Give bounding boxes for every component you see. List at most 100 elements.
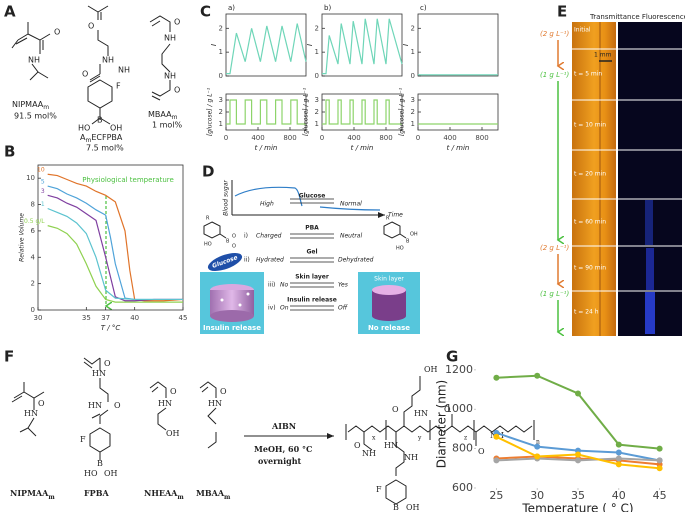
series-label: 10 <box>37 167 45 174</box>
row-title: Skin layer <box>295 274 329 281</box>
time-label: Initial <box>574 27 591 34</box>
condition: AIBN <box>271 421 296 431</box>
y-tick-label: 10 <box>26 174 35 182</box>
x-tick-label: 25 <box>489 489 503 502</box>
point <box>615 461 622 468</box>
label: High <box>260 201 274 208</box>
atom: F <box>376 485 382 494</box>
x-tick-label: 30 <box>34 314 43 322</box>
subscript: m <box>224 494 231 501</box>
panel-label: F <box>4 348 14 366</box>
gel-bottom <box>372 311 406 321</box>
chart-title: c) <box>420 4 427 12</box>
transmittance-image <box>572 22 616 336</box>
row-title: Insulin release <box>287 297 337 304</box>
time-label: t = 90 min <box>574 265 606 272</box>
y-tick-label: 1000 <box>445 402 473 415</box>
x-tick-label: 400 <box>251 134 264 142</box>
point <box>615 449 622 456</box>
panel-label: C <box>200 3 211 21</box>
y-axis-label: I <box>306 44 314 46</box>
y-tick-label: 0 <box>315 72 319 80</box>
monomer-amount: 1 mol% <box>152 121 183 130</box>
concentration: (1 g L⁻¹) <box>540 290 569 298</box>
insulin <box>238 303 242 307</box>
time-label: t = 60 min <box>574 219 606 226</box>
y-tick-label: 1 <box>315 120 319 128</box>
y-axis-label: [glucose] / g L⁻¹ <box>207 87 214 136</box>
atom: NH <box>118 66 130 75</box>
atom: O <box>54 28 60 37</box>
point <box>534 443 541 450</box>
x-tick-label: 800 <box>283 134 296 142</box>
y-axis-label: Diameter (nm) <box>435 380 449 469</box>
label: Normal <box>340 201 362 208</box>
fluorescence-signal <box>646 248 654 290</box>
index: n <box>536 439 540 446</box>
series-line <box>47 173 184 302</box>
atom: HO <box>84 469 98 478</box>
series-line <box>322 99 402 125</box>
atom: O <box>88 22 94 31</box>
atom: O <box>104 359 111 368</box>
x-tick-label: 45 <box>653 489 667 502</box>
row-separators <box>572 22 682 336</box>
fluorescence-signal <box>645 200 653 245</box>
series-line <box>47 194 183 302</box>
y-axis-label: I <box>210 44 218 46</box>
series-line <box>322 18 403 75</box>
atom: NH <box>102 56 114 65</box>
box-label: No release <box>368 324 410 332</box>
y-tick-label: 1 <box>219 48 223 56</box>
y-tick-label: 1 <box>411 48 415 56</box>
subscript: m <box>177 494 184 501</box>
point <box>656 457 663 464</box>
panel-d: Blood sugar Time High Glucose Normal PBA… <box>200 180 420 334</box>
series-line <box>226 99 306 125</box>
monomer-name: NHEAA <box>144 488 178 498</box>
monomer-name: NIPMAA <box>10 488 49 498</box>
row-title: Gel <box>306 249 317 256</box>
scale-label: 1 mm <box>594 52 612 59</box>
row-title: PBA <box>305 225 319 232</box>
y-tick-label: 2 <box>31 280 35 288</box>
axis-label: Time <box>388 212 403 219</box>
y-tick-label: 2 <box>219 24 223 32</box>
atom: HN <box>208 399 222 408</box>
atom: O <box>170 387 177 396</box>
atom: HN <box>384 441 398 450</box>
panel-e: Transmittance Fluorescence 1 mm Initial … <box>540 13 685 336</box>
point <box>575 451 581 458</box>
atom: O <box>114 401 121 410</box>
y-axis-label: [glucose] / g L⁻¹ <box>303 87 310 136</box>
x-axis-label: Temperature ( ° C) <box>521 502 633 512</box>
subscript: m <box>172 114 178 121</box>
index: y <box>417 435 422 442</box>
plot-frame <box>417 13 499 77</box>
insulin <box>246 292 250 296</box>
monomer-label: FPBA <box>84 488 109 498</box>
series-label: 5 <box>41 179 45 186</box>
atom: O <box>392 405 399 414</box>
atom: R <box>206 216 210 222</box>
y-tick-label: 1 <box>411 120 415 128</box>
x-tick-label: 0 <box>416 134 420 142</box>
row-num: iii) <box>268 282 275 289</box>
subscript: m <box>85 137 91 144</box>
monomer-label: NHEAAm <box>144 488 184 501</box>
row-left: Charged <box>256 233 282 240</box>
row-right: Off <box>338 305 348 312</box>
y-tick-label: 6 <box>31 227 36 235</box>
x-tick-label: 400 <box>347 134 360 142</box>
x-axis-label: t / min <box>255 144 278 152</box>
sugar-curve <box>234 186 303 207</box>
glucose-ellipse <box>207 252 243 272</box>
atom: HN <box>24 409 38 418</box>
time-label: t = 10 min <box>574 122 606 129</box>
plot-frame <box>225 13 307 77</box>
y-tick-label: 3 <box>411 96 415 104</box>
row-num: ii) <box>244 257 250 264</box>
y-tick-label: 1 <box>315 48 319 56</box>
